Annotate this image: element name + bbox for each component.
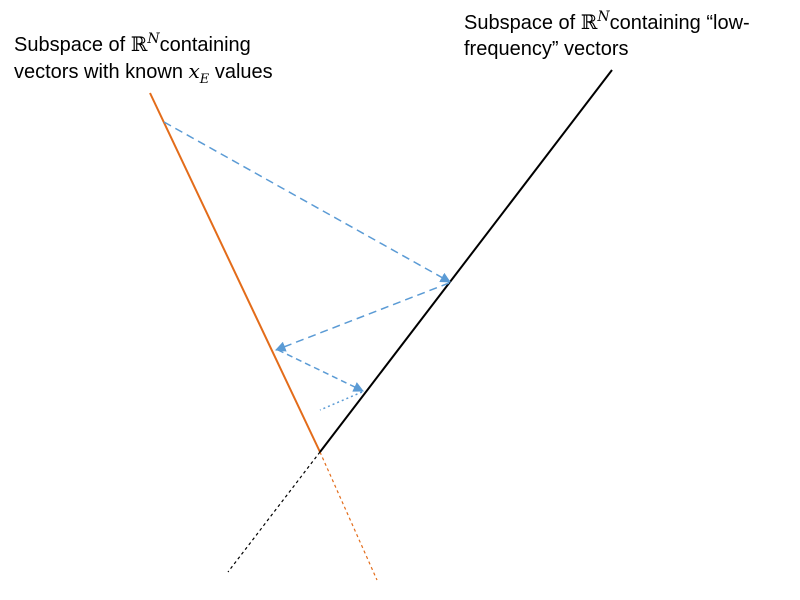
low-frequency-label-line2: frequency” vectors (464, 38, 629, 60)
label-text: containing (159, 34, 251, 56)
label-text: Subspace of (464, 12, 581, 34)
low-frequency-subspace-extension (227, 451, 321, 573)
known-values-subspace-extension (319, 451, 378, 581)
known-values-subspace-label: Subspace of ℝNcontaining vectors with kn… (14, 31, 314, 87)
projection-arrow-3 (277, 349, 364, 392)
known-values-subspace-line (149, 92, 321, 453)
low-frequency-label-line1: Subspace of ℝNcontaining “low- (464, 9, 794, 37)
real-numbers-symbol: ℝ (580, 10, 598, 34)
low-frequency-subspace-line (319, 69, 613, 453)
real-numbers-symbol: ℝ (130, 32, 148, 56)
dimension-superscript: N (147, 31, 160, 47)
label-text: values (209, 61, 273, 83)
known-values-label-line2: vectors with known xE values (14, 59, 314, 87)
known-values-label-line1: Subspace of ℝNcontaining (14, 31, 314, 59)
low-frequency-subspace-label: Subspace of ℝNcontaining “low- frequency… (464, 9, 794, 61)
projection-arrow-4 (319, 391, 363, 411)
projection-arrow-1 (163, 121, 451, 283)
dimension-superscript: N (597, 9, 610, 25)
label-text: containing “low- (609, 12, 750, 34)
label-text: vectors with known (14, 61, 189, 83)
math-subscript: E (199, 72, 210, 87)
projection-arrow-2 (275, 282, 450, 352)
label-text: Subspace of (14, 34, 131, 56)
math-variable: x (188, 59, 200, 83)
